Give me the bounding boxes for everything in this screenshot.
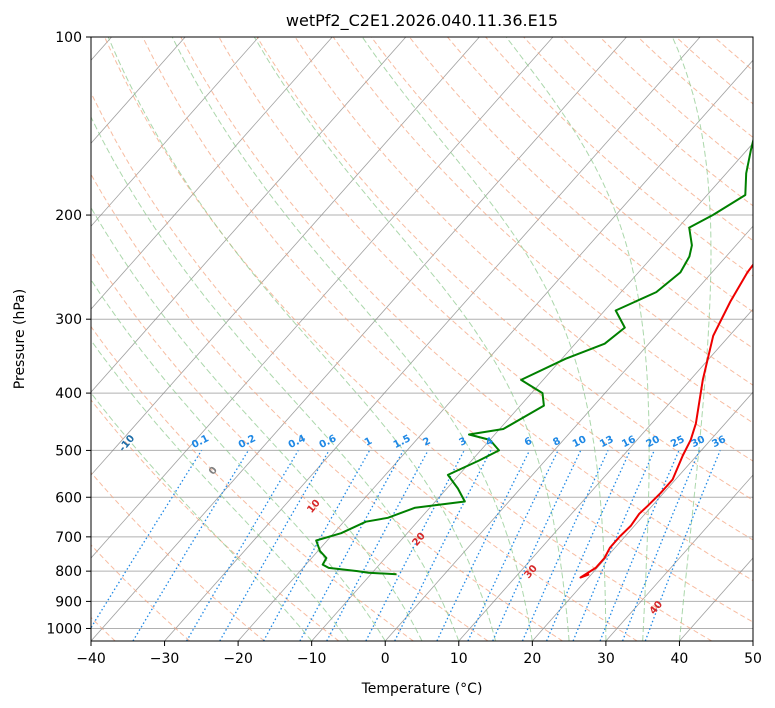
mixing-ratio-line xyxy=(545,450,631,641)
isotherm-line xyxy=(752,640,753,641)
mixing-ratio-label: 2 xyxy=(421,436,432,449)
isotherm-line xyxy=(91,37,260,227)
moist-adiabat-line xyxy=(505,37,650,641)
thermodynamic-lines xyxy=(91,37,753,641)
mixing-ratio-line xyxy=(326,450,429,641)
isotherm-line xyxy=(605,474,753,641)
moist-adiabat-line xyxy=(671,37,712,641)
isotherm-line xyxy=(164,37,701,641)
isotherm-line xyxy=(91,37,554,559)
mixing-ratio-label: 6 xyxy=(523,436,534,449)
moist-adiabat-line xyxy=(91,278,386,641)
mixing-ratio-label: 4 xyxy=(484,436,495,449)
y-tick-label: 200 xyxy=(55,208,82,224)
dewpoint-profile-line xyxy=(315,137,753,576)
x-tick-label: 50 xyxy=(744,651,762,667)
moist-adiabat-line xyxy=(361,37,607,641)
profile-series xyxy=(315,137,753,579)
plot-background xyxy=(91,37,753,641)
grid-lines xyxy=(91,37,753,641)
dry-adiabat-line xyxy=(180,37,753,582)
y-tick-label: 1000 xyxy=(46,621,82,637)
isotherm-line xyxy=(384,225,753,641)
x-tick-label: −30 xyxy=(150,651,180,667)
x-axis-title: Temperature (°C) xyxy=(361,681,483,697)
moist-adiabat-line xyxy=(253,37,570,641)
dry-adiabat-line xyxy=(104,37,713,641)
y-tick-label: 600 xyxy=(55,490,82,506)
dry-adiabat-line xyxy=(91,471,265,641)
x-tick-label: −20 xyxy=(223,651,253,667)
dry-adiabat-line xyxy=(91,250,489,641)
dry-adiabat-label: -20 xyxy=(29,396,49,417)
isotherm-line xyxy=(91,37,333,310)
isotherm-line xyxy=(237,59,753,641)
dry-adiabat-line xyxy=(91,173,563,641)
isotherm-line xyxy=(91,37,407,393)
y-tick-label: 100 xyxy=(55,30,82,46)
mixing-ratio-line xyxy=(621,450,701,641)
dry-adiabat-line xyxy=(294,37,753,462)
moist-adiabat-line xyxy=(91,116,460,641)
isotherm-line xyxy=(91,37,480,476)
axes: −40 −30 −20 −10 0 10 20 30 40 50 100 200 300 400 500 60… xyxy=(46,30,762,667)
x-tick-label: 20 xyxy=(523,651,541,667)
mixing-ratio-line xyxy=(521,450,609,641)
y-tick-label: 800 xyxy=(55,564,82,580)
mixing-ratio-line xyxy=(599,450,680,641)
y-tick-label: 300 xyxy=(55,312,82,328)
dry-adiabat-line xyxy=(91,399,340,641)
dry-adiabat-line xyxy=(91,91,638,641)
x-tick-label: −40 xyxy=(76,651,106,667)
moist-adiabat-line xyxy=(171,37,533,641)
plot-frame xyxy=(90,36,754,642)
mixing-ratio-line xyxy=(262,450,371,641)
mixing-ratio-line xyxy=(644,450,721,641)
plot-border xyxy=(90,36,754,642)
chart-title: wetPf2_C2E1.2026.040.11.36.E15 xyxy=(286,11,558,31)
moist-adiabat-line xyxy=(91,392,313,641)
moist-adiabat-line xyxy=(91,206,423,641)
mixing-ratio-line xyxy=(572,450,655,641)
dry-adiabat-line xyxy=(370,37,753,386)
y-tick-label: 900 xyxy=(55,594,82,610)
x-tick-label: 10 xyxy=(450,651,468,667)
mixing-ratio-line xyxy=(394,450,492,641)
x-tick-label: −10 xyxy=(297,651,327,667)
x-tick-label: 0 xyxy=(381,651,390,667)
isotherm-line xyxy=(91,37,627,641)
isotherm-line xyxy=(311,142,753,641)
x-tick-label: 30 xyxy=(597,651,615,667)
mixing-ratio-label: 8 xyxy=(551,436,562,449)
dry-adiabat-line xyxy=(142,37,753,623)
mixing-ratio-line xyxy=(299,450,404,641)
isotherm-line xyxy=(532,391,753,641)
y-tick-label: 700 xyxy=(55,530,82,546)
mixing-ratio-label: 3 xyxy=(457,436,468,449)
plot-area xyxy=(91,37,753,641)
dry-adiabat-line xyxy=(256,37,753,501)
dry-adiabat-line xyxy=(91,325,414,641)
mixing-ratio-line xyxy=(132,450,249,641)
moist-adiabat-line xyxy=(107,37,497,641)
y-tick-label: 400 xyxy=(55,386,82,402)
isotherm-line xyxy=(91,37,186,144)
y-tick-label: 500 xyxy=(55,443,82,459)
dry-adiabat-line xyxy=(409,37,753,349)
temperature-profile-line xyxy=(579,263,753,579)
isotherm-line xyxy=(458,308,753,641)
x-tick-label: 40 xyxy=(671,651,689,667)
mixing-ratio-label: 1 xyxy=(363,436,374,449)
y-axis-title: Pressure (hPa) xyxy=(12,289,28,389)
